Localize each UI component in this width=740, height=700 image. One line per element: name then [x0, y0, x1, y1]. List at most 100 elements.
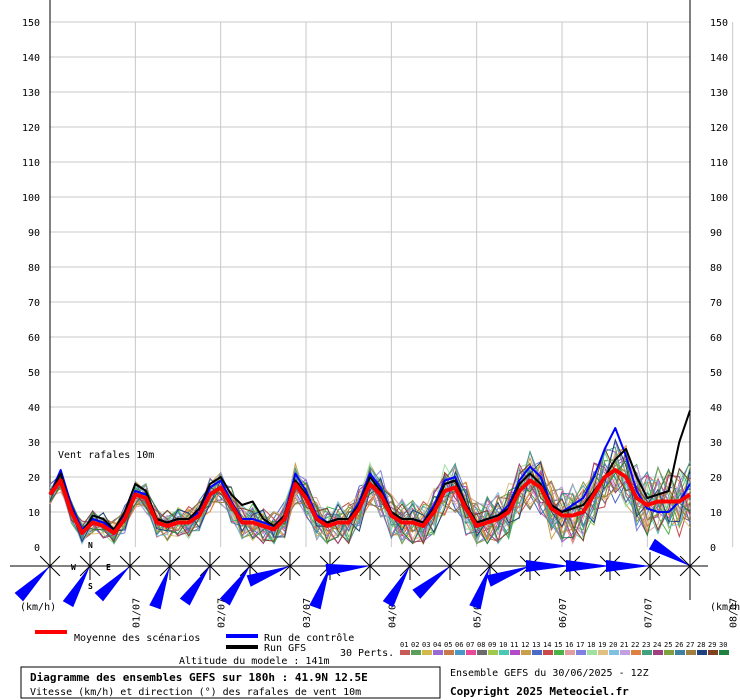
compass-spoke [239, 555, 251, 567]
compass-spoke [369, 555, 381, 567]
compass-spoke [209, 565, 221, 577]
pert-legend-label-07: 07 [466, 641, 474, 649]
compass-spoke [479, 555, 491, 567]
pert-legend-label-10: 10 [499, 641, 507, 649]
compass-spoke [129, 555, 141, 567]
wind-wedge-9 [382, 566, 410, 608]
compass-spoke [679, 555, 691, 567]
pert-legend-label-03: 03 [422, 641, 430, 649]
y-tick-right-10: 10 [710, 508, 722, 519]
pert-legend-label-09: 09 [488, 641, 496, 649]
x-axis-ticks: 01/07 02/07 03/07 04/07 05/07 06/07 07/07 08/07 [131, 598, 739, 628]
compass-spoke [49, 555, 61, 567]
compass-spoke [119, 555, 131, 567]
y-tick-left-30: 30 [28, 438, 40, 449]
compass-spoke [279, 565, 291, 577]
pert-legend-swatch-17 [576, 650, 586, 655]
compass-spoke [89, 555, 101, 567]
y-tick-right-70: 70 [710, 298, 722, 309]
pert-legend-swatch-28 [697, 650, 707, 655]
compass-spoke [449, 565, 461, 577]
wind-wedge-1 [62, 566, 90, 608]
y-tick-left-70: 70 [28, 298, 40, 309]
pert-legend-swatch-05 [444, 650, 454, 655]
altitude-label: Altitude du modele : 141m [179, 656, 330, 667]
compass-spoke [439, 555, 451, 567]
compass-spoke [289, 565, 301, 577]
pert-legend-label-14: 14 [543, 641, 551, 649]
y-tick-right-0: 0 [710, 543, 716, 554]
y-tick-right-20: 20 [710, 473, 722, 484]
compass-spoke [239, 565, 251, 577]
compass-spoke [289, 555, 301, 567]
wind-wedge-3 [149, 566, 170, 610]
compass-spoke [199, 555, 211, 567]
wind-direction-arrows [14, 538, 704, 610]
y-tick-right-40: 40 [710, 403, 722, 414]
pert-legend-swatch-25 [664, 650, 674, 655]
compass-spoke [369, 565, 381, 577]
y-tick-right-120: 120 [710, 123, 728, 134]
chart-title: Diagramme des ensembles GEFS sur 180h : … [30, 671, 368, 684]
compass-spoke [49, 565, 61, 577]
y-tick-right-50: 50 [710, 368, 722, 379]
y-tick-right-150: 150 [710, 18, 728, 29]
y-tick-left-40: 40 [28, 403, 40, 414]
compass-spoke [409, 555, 421, 567]
pert-legend-label-02: 02 [411, 641, 419, 649]
pert-legend-swatch-11 [510, 650, 520, 655]
wind-arrow-10 [412, 552, 464, 599]
legend-label-control: Run de contrôle [264, 632, 354, 644]
x-tick-01/07: 01/07 [131, 598, 142, 628]
wind-arrow-7 [309, 552, 344, 610]
wind-wedge-8 [325, 563, 370, 576]
wind-arrow-1 [62, 552, 104, 608]
y-tick-left-100: 100 [22, 193, 40, 204]
compass-spoke [639, 555, 651, 567]
y-tick-left-150: 150 [22, 18, 40, 29]
compass-spoke [129, 565, 141, 577]
plot-label: Vent rafales 10m [58, 450, 154, 461]
x-tick-02/07: 02/07 [217, 598, 228, 628]
y-tick-right-100: 100 [710, 193, 728, 204]
wind-wedge-7 [309, 566, 330, 610]
compass-w: W [71, 563, 76, 572]
pert-legend-swatch-10 [499, 650, 509, 655]
wind-wedge-15 [606, 560, 650, 572]
chart-subtitle: Vitesse (km/h) et direction (°) des rafa… [30, 687, 361, 698]
wind-arrow-8 [325, 552, 384, 580]
legend-label-mean: Moyenne des scénarios [74, 632, 200, 644]
wind-wedge-12 [486, 566, 530, 587]
pert-legend-label-15: 15 [554, 641, 562, 649]
pert-legend-swatch-26 [675, 650, 685, 655]
pert-legend-swatch-08 [477, 650, 487, 655]
y-tick-right-130: 130 [710, 88, 728, 99]
pert-line-22 [49, 444, 691, 541]
pert-legend-label-24: 24 [653, 641, 661, 649]
y-tick-left-0: 0 [34, 543, 40, 554]
y-tick-right-110: 110 [710, 158, 728, 169]
y-tick-left-60: 60 [28, 333, 40, 344]
y-tick-left-140: 140 [22, 53, 40, 64]
compass-s: S [88, 582, 93, 591]
y-tick-left-120: 120 [22, 123, 40, 134]
wind-arrow-4 [179, 552, 224, 606]
pert-legend-swatch-07 [466, 650, 476, 655]
compass-e: E [106, 563, 111, 572]
wind-wedge-16 [648, 538, 690, 566]
pert-legend-swatch-06 [455, 650, 465, 655]
pert-legend-swatch-18 [587, 650, 597, 655]
perturbation-legend: 01 02 03 04 05 06 07 08 09 10 11 12 13 14 15 16 17 18 19 20… [400, 641, 729, 655]
legend-perts-label: 30 Perts. [340, 648, 394, 659]
y-tick-right-80: 80 [710, 263, 722, 274]
pert-legend-label-25: 25 [664, 641, 672, 649]
pert-legend-label-11: 11 [510, 641, 518, 649]
y-tick-left-50: 50 [28, 368, 40, 379]
x-tick-04/07: 04/07 [387, 598, 398, 628]
compass-spoke [159, 555, 171, 567]
pert-legend-swatch-15 [554, 650, 564, 655]
y-tick-left-110: 110 [22, 158, 40, 169]
pert-legend-swatch-01 [400, 650, 410, 655]
wind-arrow-0 [14, 552, 64, 602]
